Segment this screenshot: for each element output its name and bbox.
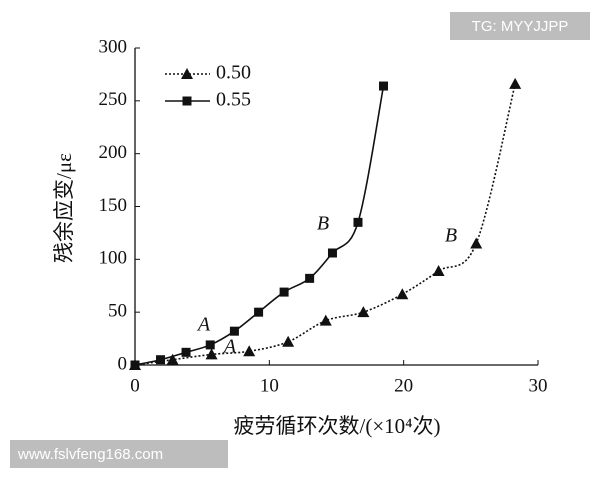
marker	[181, 68, 193, 79]
marker	[279, 287, 289, 297]
watermark-box	[450, 12, 590, 40]
y-tick-label: 300	[99, 36, 128, 57]
marker	[470, 237, 483, 249]
marker	[156, 355, 166, 365]
watermark-box	[10, 440, 228, 468]
y-tick-label: 250	[99, 89, 128, 110]
marker	[357, 306, 370, 318]
marker	[130, 360, 140, 370]
marker	[509, 77, 522, 89]
marker	[166, 353, 179, 365]
marker	[327, 248, 337, 258]
fit-curve	[134, 85, 385, 366]
marker	[181, 347, 191, 357]
marker	[229, 326, 239, 336]
marker	[353, 217, 363, 227]
marker	[205, 340, 215, 350]
watermark: TG: MYYJJPP	[472, 18, 569, 35]
x-tick-label: 0	[130, 375, 140, 396]
y-axis-label: 残余应变/με	[52, 153, 76, 263]
y-tick-label: 150	[99, 195, 128, 216]
watermark: www.fslvfeng168.com	[17, 446, 163, 463]
annotation: A	[222, 336, 237, 358]
y-tick-label: 100	[99, 248, 128, 269]
legend-label: 0.55	[216, 89, 251, 111]
marker	[379, 81, 389, 91]
annotation: B	[317, 213, 329, 235]
marker	[396, 288, 409, 300]
y-tick-label: 50	[108, 301, 127, 322]
marker	[205, 348, 218, 360]
marker	[319, 314, 332, 326]
x-tick-label: 30	[529, 375, 548, 396]
marker	[282, 335, 295, 347]
marker	[305, 273, 315, 283]
y-tick-label: 0	[118, 353, 128, 374]
fit-curve	[134, 83, 516, 366]
marker	[182, 96, 192, 106]
legend-label: 0.50	[216, 62, 251, 84]
x-tick-label: 10	[260, 375, 279, 396]
marker	[432, 264, 445, 276]
annotation: B	[445, 225, 457, 247]
y-tick-label: 200	[99, 142, 128, 163]
x-tick-label: 20	[394, 375, 413, 396]
marker	[254, 307, 264, 317]
marker	[243, 345, 256, 357]
annotation: A	[196, 314, 211, 336]
x-axis-label: 疲劳循环次数/(×10⁴次)	[234, 414, 441, 438]
